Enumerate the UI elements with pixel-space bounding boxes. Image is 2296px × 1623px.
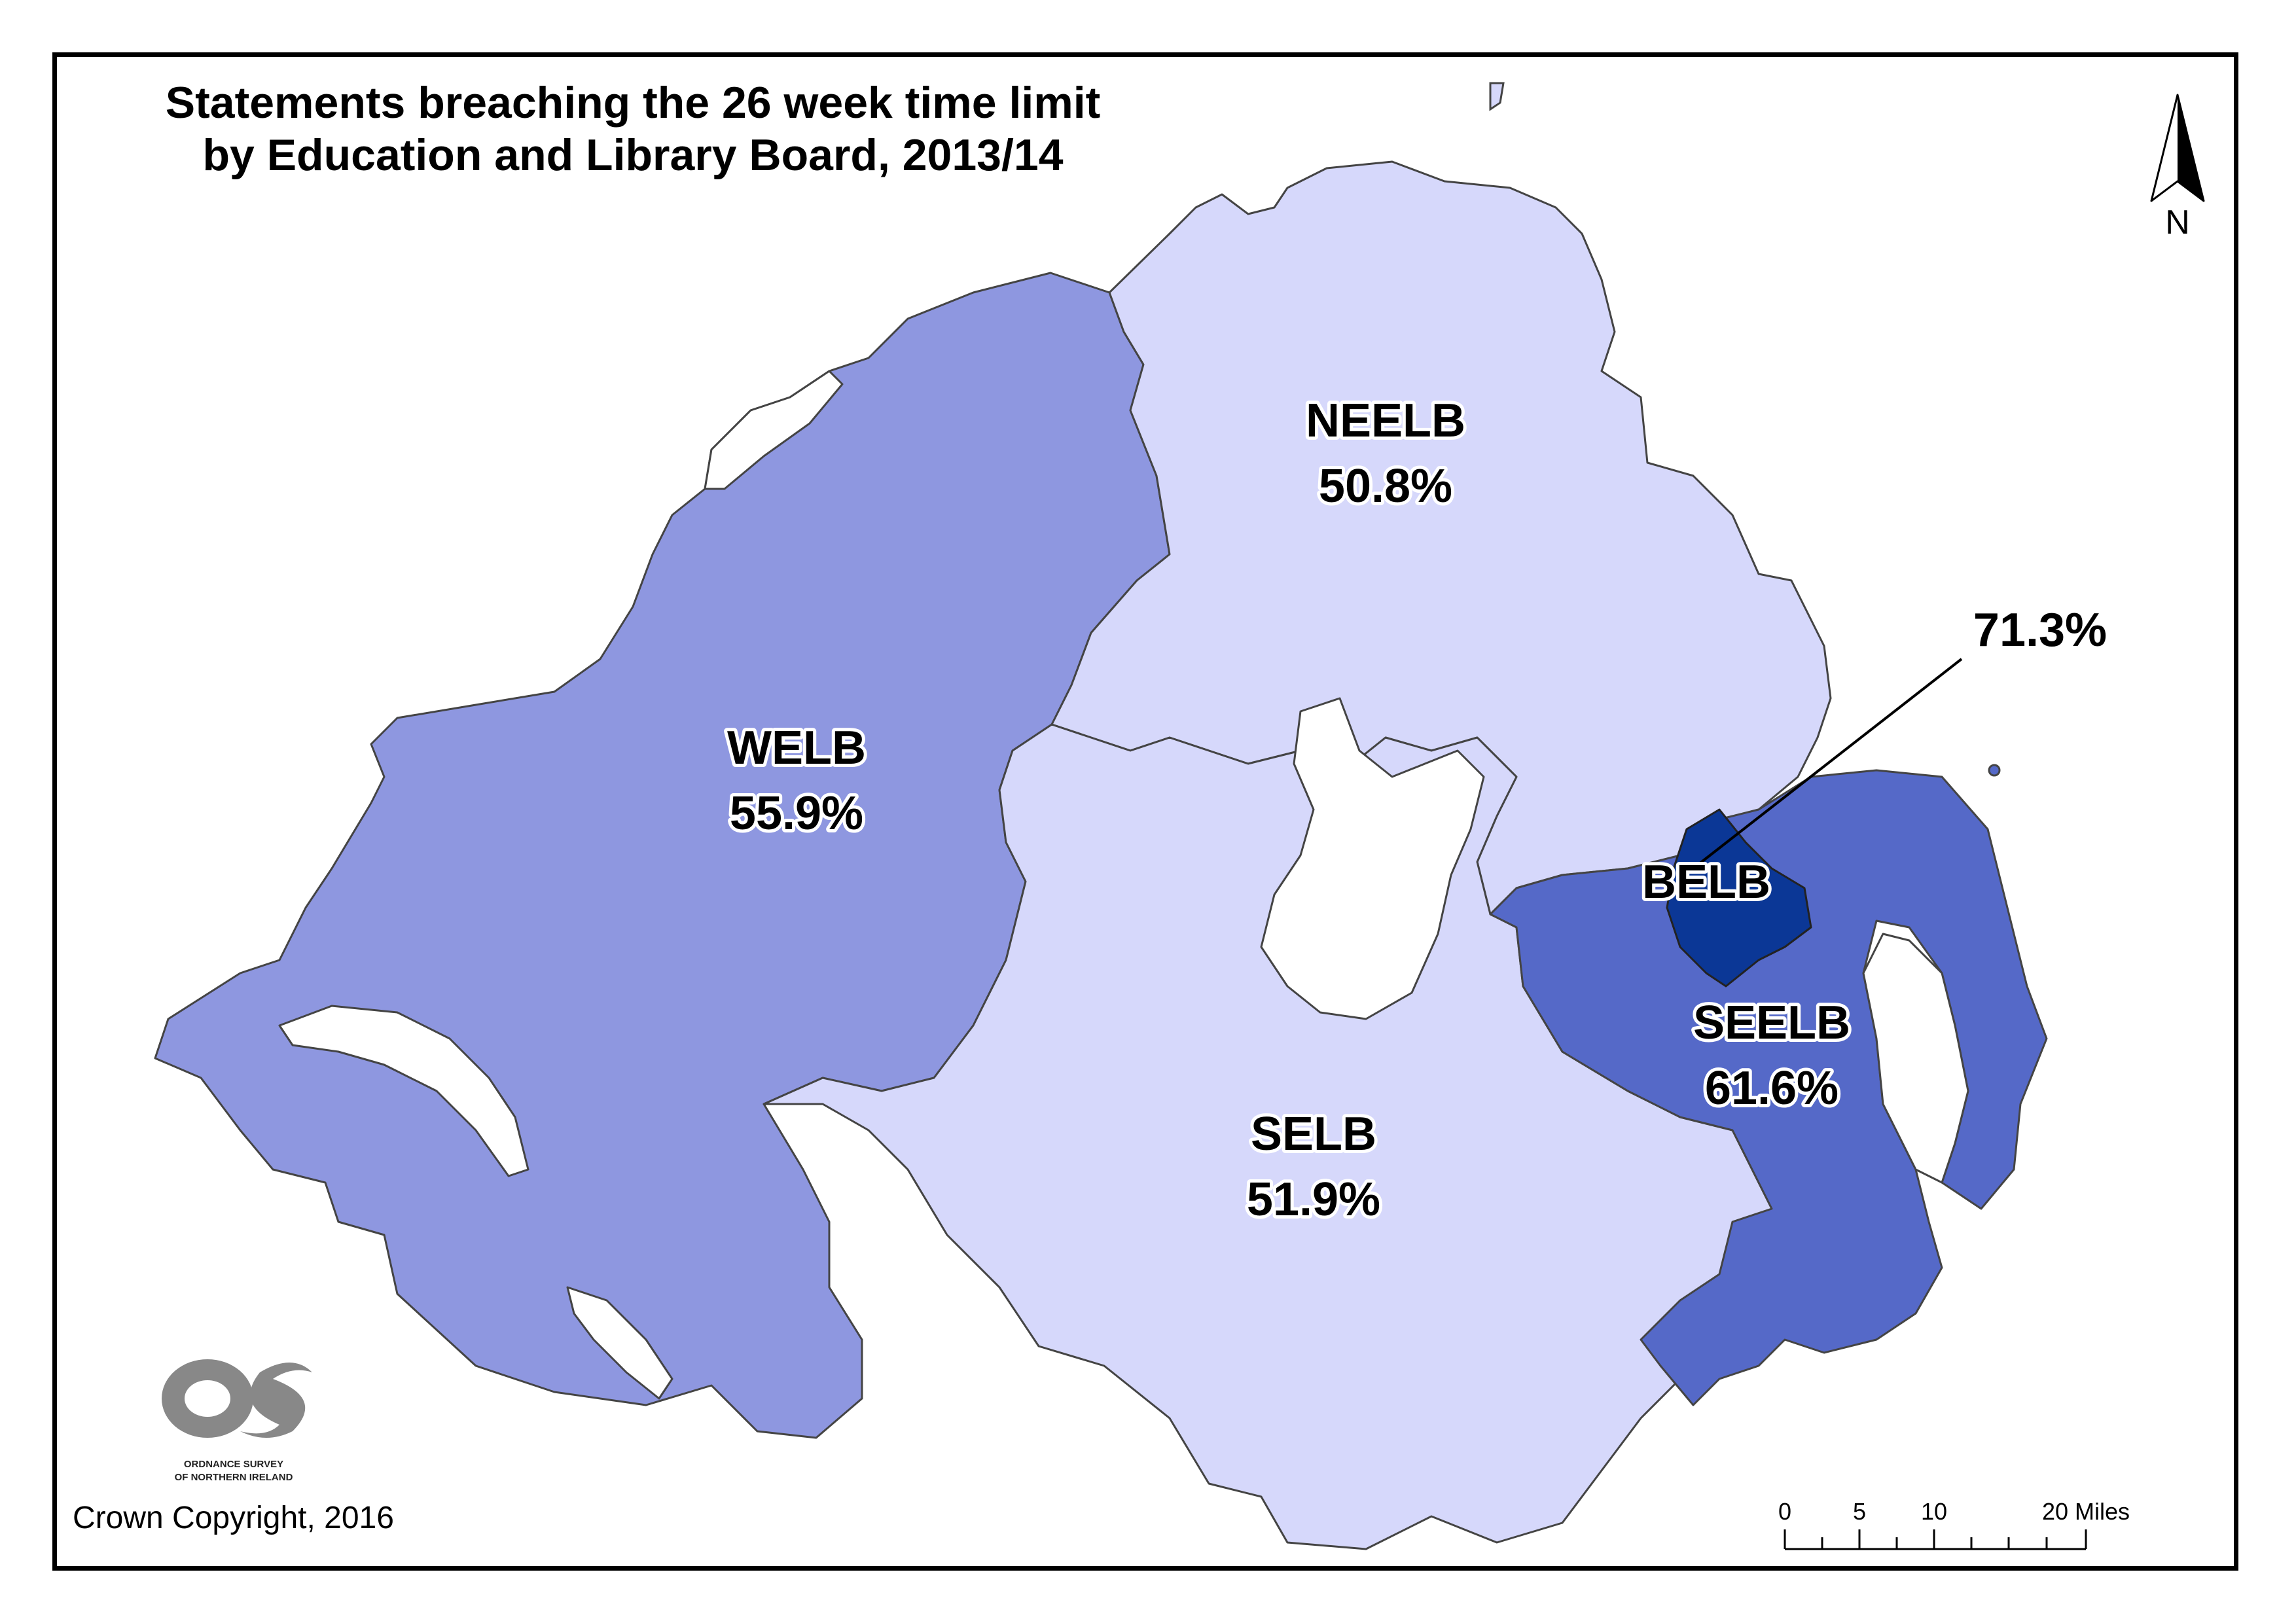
copyright-notice: Crown Copyright, 2016 [73,1501,394,1535]
lough-foyle [704,370,844,490]
neelb-name-label: NEELB [1306,395,1465,447]
os-logo-icon [161,1359,254,1438]
region-selb[interactable] [762,723,1773,1550]
map-frame: Statements breaching the 26 week time li… [52,52,2238,1571]
welb-value-label: 55.9% [730,787,863,840]
seelb-name-label: SEELB [1693,997,1850,1049]
region-belb[interactable] [1666,808,1812,988]
selb-value-label: 51.9% [1247,1173,1380,1226]
welb-name-label: WELB [727,722,866,774]
belb-value-label: 71.3% [1973,604,2107,656]
os-logo: ORDNANCE SURVEY OF NORTHERN IRELAND [161,1359,312,1483]
scale-bar: 0 5 10 20 Miles [1778,1498,2130,1550]
belb-callout-line [1692,658,1963,870]
scale-label-10: 10 [1921,1498,1947,1525]
lough-erne-upper [566,1286,673,1400]
scale-label-5: 5 [1853,1498,1866,1525]
scale-label-20: 20 Miles [2042,1498,2130,1525]
strangford-lough [1862,933,1969,1184]
lough-neagh [1260,697,1485,1020]
north-arrow-label: N [2165,204,2190,241]
lough-erne-lower [278,1005,529,1177]
north-arrow: N [2150,94,2205,241]
scale-label-0: 0 [1778,1498,1791,1525]
belb-name-label: BELB [1642,856,1770,908]
map-title-line-1: Statements breaching the 26 week time li… [165,78,1101,128]
neelb-value-label: 50.8% [1319,460,1452,512]
copeland-island [1988,764,2001,777]
selb-name-label: SELB [1251,1108,1376,1160]
seelb-value-label: 61.6% [1705,1062,1839,1115]
map-canvas: WELB 55.9% NEELB 50.8% SELB 51.9% SEELB … [154,82,2205,1550]
os-logo-line-1: ORDNANCE SURVEY [184,1459,283,1470]
os-logo-line-2: OF NORTHERN IRELAND [175,1472,293,1483]
map-title-line-2: by Education and Library Board, 2013/14 [202,130,1064,180]
rathlin-island [1489,82,1505,111]
